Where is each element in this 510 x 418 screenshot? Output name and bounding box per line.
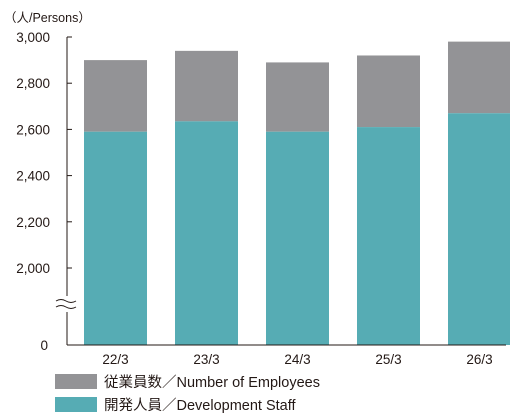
y-tick-label: 2,600 [16,122,50,137]
axes [55,36,506,346]
y-tick-label: 0 [40,338,48,353]
bar-employees-22-3 [84,60,147,132]
bar-employees-24-3 [266,62,329,132]
x-category-labels: 22/3 23/3 24/3 25/3 26/3 [102,352,492,367]
y-tick-label: 2,400 [16,169,50,184]
y-tick-label: 2,200 [16,215,50,230]
bar-development-staff-24-3 [266,131,329,345]
bar-development-staff-26-3 [448,113,510,345]
bar-employees-23-3 [175,50,238,122]
legend-label-development-staff: 開発人員／Development Staff [104,397,296,413]
bar-development-staff-25-3 [357,127,420,345]
axis-break-mark-lower [55,305,77,309]
y-tick-labels: 0 2,000 2,200 2,400 2,600 2,800 3,000 [16,30,50,353]
y-tick-label: 2,000 [16,261,50,276]
legend-swatch-employees [55,374,97,389]
bar-development-staff-23-3 [175,121,238,345]
x-tick-label: 26/3 [466,352,492,367]
y-tick-label: 3,000 [16,30,50,45]
bar-development-staff-22-3 [84,131,147,345]
x-tick-label: 25/3 [375,352,401,367]
legend-swatch-development-staff [55,397,97,412]
y-axis-unit-label: （人/Persons） [4,11,91,25]
x-tick-label: 24/3 [284,352,310,367]
bar-employees-26-3 [448,41,510,114]
x-tick-label: 23/3 [193,352,219,367]
y-tick-label: 2,800 [16,76,50,91]
bar-group [84,41,510,345]
axis-break-mark-upper [55,299,77,303]
legend-label-employees: 従業員数／Number of Employees [104,374,320,391]
bar-employees-25-3 [357,55,420,128]
x-tick-label: 22/3 [102,352,128,367]
legend: 従業員数／Number of Employees 開発人員／Development… [55,374,320,414]
